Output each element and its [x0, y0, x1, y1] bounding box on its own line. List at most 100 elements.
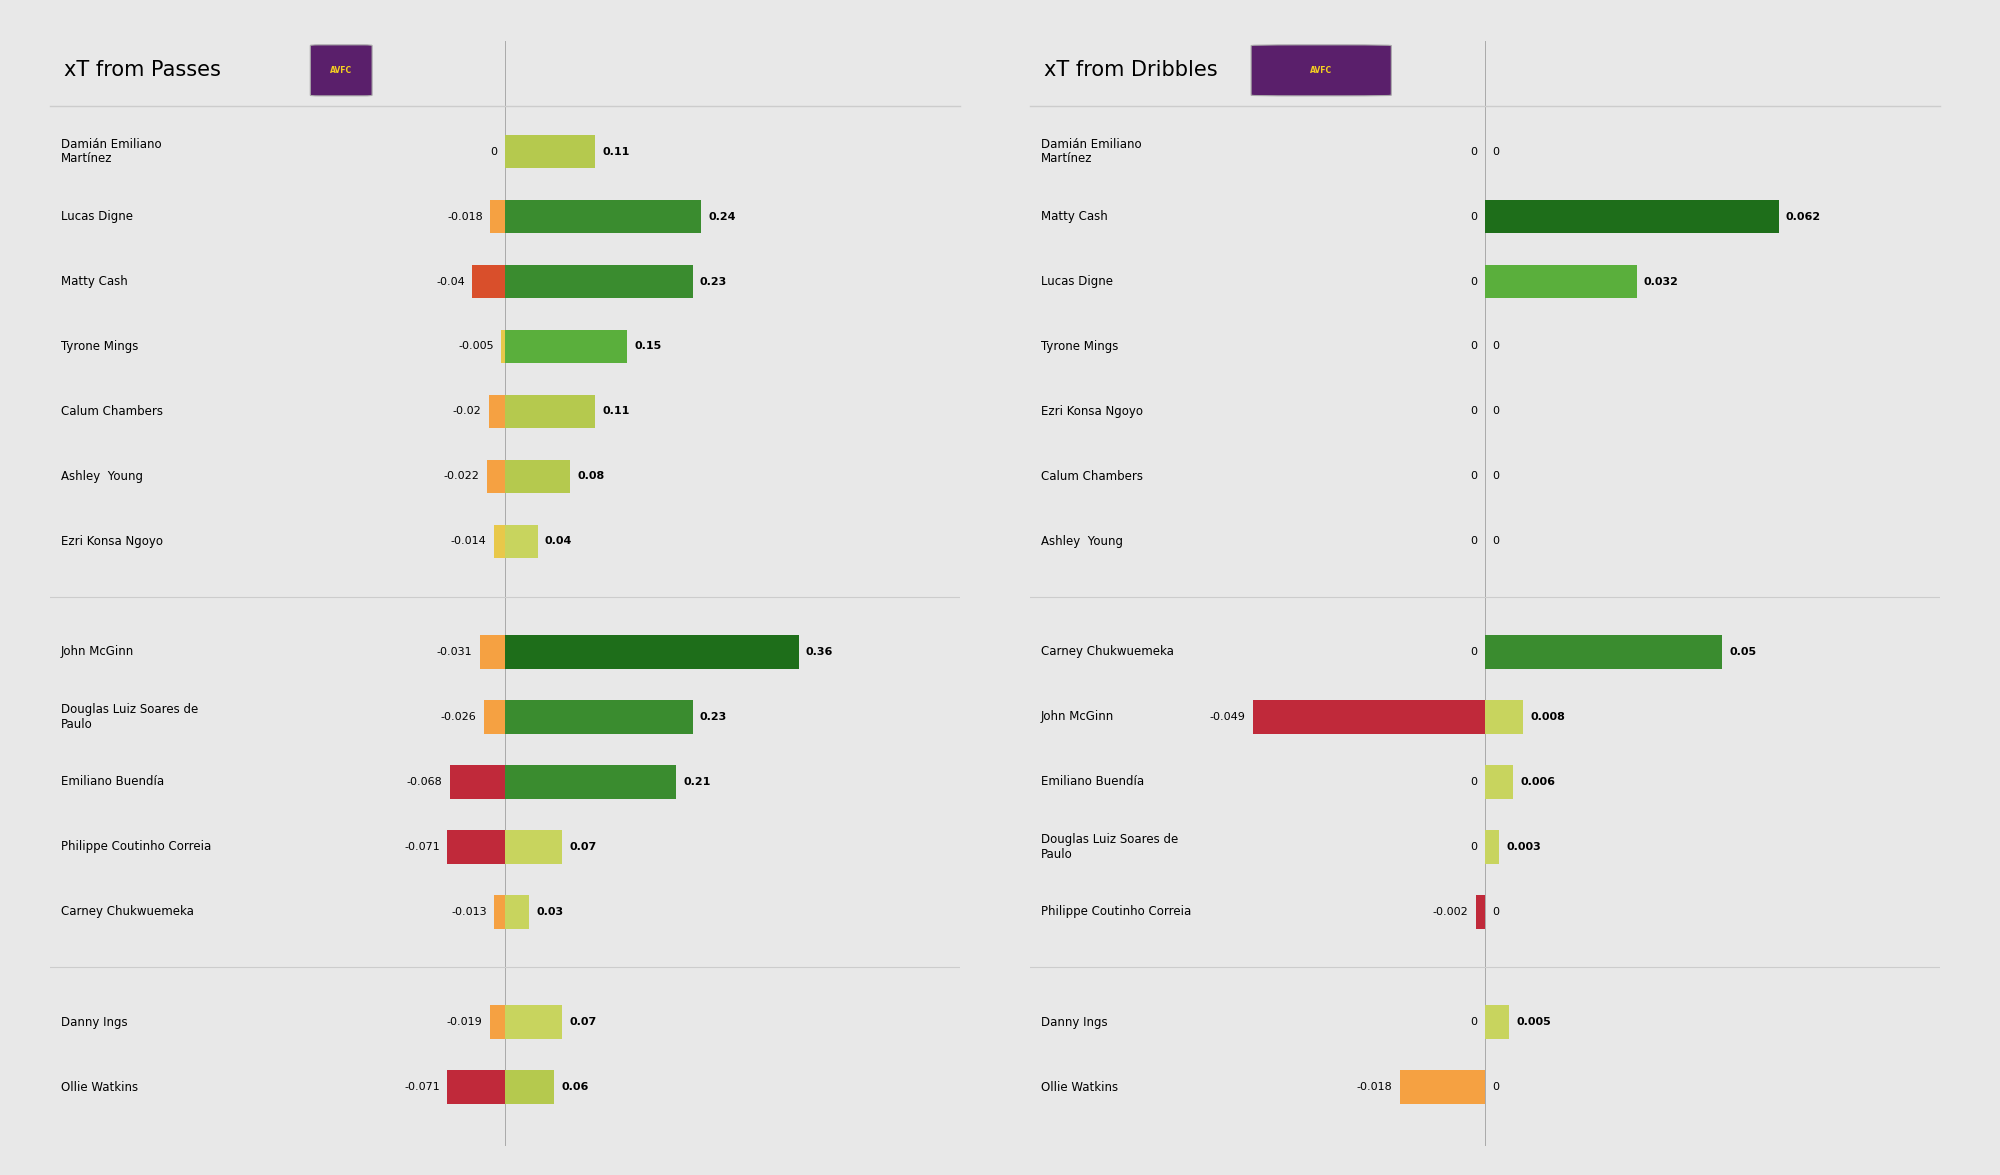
Text: -0.04: -0.04 [436, 276, 466, 287]
Text: Carney Chukwuemeka: Carney Chukwuemeka [60, 905, 194, 918]
Text: Lucas Digne: Lucas Digne [1040, 275, 1112, 288]
Text: 0.05: 0.05 [1730, 647, 1756, 657]
Text: 0: 0 [1492, 907, 1500, 916]
Bar [506, 700, 692, 733]
Text: 0: 0 [1470, 147, 1478, 156]
Text: -0.068: -0.068 [406, 777, 442, 787]
Text: 0: 0 [1470, 841, 1478, 852]
Bar [506, 895, 530, 928]
Text: Emiliano Buendía: Emiliano Buendía [60, 776, 164, 788]
Text: Ezri Konsa Ngoyo: Ezri Konsa Ngoyo [1040, 405, 1142, 418]
Text: 0.11: 0.11 [602, 407, 630, 416]
Bar [494, 895, 506, 928]
Text: John McGinn: John McGinn [1040, 711, 1114, 724]
Bar [506, 459, 570, 494]
Text: -0.071: -0.071 [404, 1082, 440, 1092]
Text: Calum Chambers: Calum Chambers [1040, 470, 1142, 483]
Bar [448, 830, 506, 864]
Text: 0: 0 [1492, 537, 1500, 546]
Text: 0.04: 0.04 [544, 537, 572, 546]
Bar [488, 459, 506, 494]
Text: 0.36: 0.36 [806, 647, 834, 657]
Text: -0.019: -0.019 [446, 1018, 482, 1027]
Text: 0.062: 0.062 [1786, 212, 1822, 222]
Bar [506, 395, 594, 429]
Text: 0: 0 [1492, 1082, 1500, 1092]
Text: 0: 0 [1470, 276, 1478, 287]
Text: 0: 0 [1492, 407, 1500, 416]
Bar [506, 830, 562, 864]
Bar [506, 524, 538, 558]
Text: Philippe Coutinho Correia: Philippe Coutinho Correia [60, 840, 212, 853]
Text: Damián Emiliano
Martínez: Damián Emiliano Martínez [60, 137, 162, 166]
Bar [1484, 264, 1636, 298]
Bar [1484, 200, 1778, 234]
Text: -0.049: -0.049 [1210, 712, 1246, 721]
Bar [1476, 895, 1484, 928]
Bar [490, 200, 506, 234]
Bar [500, 330, 506, 363]
Text: 0.08: 0.08 [578, 471, 604, 482]
Bar [1484, 830, 1500, 864]
Bar [506, 1006, 562, 1039]
Text: -0.022: -0.022 [444, 471, 480, 482]
Bar [506, 634, 798, 669]
Text: 0: 0 [1470, 212, 1478, 222]
Text: xT from Passes: xT from Passes [64, 60, 220, 80]
Bar [1400, 1070, 1484, 1104]
Text: 0.003: 0.003 [1506, 841, 1542, 852]
Bar [1484, 700, 1522, 733]
Bar [450, 765, 506, 799]
Text: 0: 0 [1492, 342, 1500, 351]
Text: Lucas Digne: Lucas Digne [60, 210, 132, 223]
Text: Damián Emiliano
Martínez: Damián Emiliano Martínez [1040, 137, 1142, 166]
Text: 0: 0 [1470, 407, 1478, 416]
Text: Emiliano Buendía: Emiliano Buendía [1040, 776, 1144, 788]
Text: 0.006: 0.006 [1520, 777, 1556, 787]
Text: Danny Ings: Danny Ings [60, 1015, 128, 1028]
Text: AVFC: AVFC [330, 66, 352, 75]
Text: John McGinn: John McGinn [60, 645, 134, 658]
Bar [480, 634, 506, 669]
Text: -0.02: -0.02 [452, 407, 482, 416]
Text: 0.03: 0.03 [536, 907, 564, 916]
Text: 0: 0 [1470, 342, 1478, 351]
Text: 0: 0 [1470, 777, 1478, 787]
Text: Tyrone Mings: Tyrone Mings [1040, 340, 1118, 352]
Text: Ezri Konsa Ngoyo: Ezri Konsa Ngoyo [60, 535, 162, 548]
Bar [448, 1070, 506, 1104]
Text: 0.11: 0.11 [602, 147, 630, 156]
Text: Tyrone Mings: Tyrone Mings [60, 340, 138, 352]
Text: Ashley  Young: Ashley Young [1040, 535, 1122, 548]
Bar [506, 135, 594, 168]
Bar [506, 330, 628, 363]
Text: -0.014: -0.014 [450, 537, 486, 546]
Text: Matty Cash: Matty Cash [1040, 210, 1108, 223]
Text: -0.005: -0.005 [458, 342, 494, 351]
Text: -0.018: -0.018 [448, 212, 482, 222]
Text: 0.06: 0.06 [562, 1082, 588, 1092]
Text: 0: 0 [1470, 647, 1478, 657]
Text: Danny Ings: Danny Ings [1040, 1015, 1108, 1028]
Text: Ollie Watkins: Ollie Watkins [1040, 1081, 1118, 1094]
Bar [1254, 700, 1484, 733]
Bar [484, 700, 506, 733]
Bar [490, 1006, 506, 1039]
Text: Douglas Luiz Soares de
Paulo: Douglas Luiz Soares de Paulo [60, 703, 198, 731]
Text: 0: 0 [490, 147, 498, 156]
Bar [506, 200, 700, 234]
Text: Ashley  Young: Ashley Young [60, 470, 142, 483]
Text: Ollie Watkins: Ollie Watkins [60, 1081, 138, 1094]
Bar [506, 1070, 554, 1104]
Text: -0.018: -0.018 [1356, 1082, 1392, 1092]
Bar [494, 524, 506, 558]
Text: 0: 0 [1492, 147, 1500, 156]
Text: Douglas Luiz Soares de
Paulo: Douglas Luiz Soares de Paulo [1040, 833, 1178, 860]
Bar [506, 264, 692, 298]
Text: Carney Chukwuemeka: Carney Chukwuemeka [1040, 645, 1174, 658]
Text: 0: 0 [1470, 537, 1478, 546]
Text: 0.15: 0.15 [634, 342, 662, 351]
Text: Matty Cash: Matty Cash [60, 275, 128, 288]
Text: 0.005: 0.005 [1516, 1018, 1550, 1027]
Text: 0.24: 0.24 [708, 212, 736, 222]
